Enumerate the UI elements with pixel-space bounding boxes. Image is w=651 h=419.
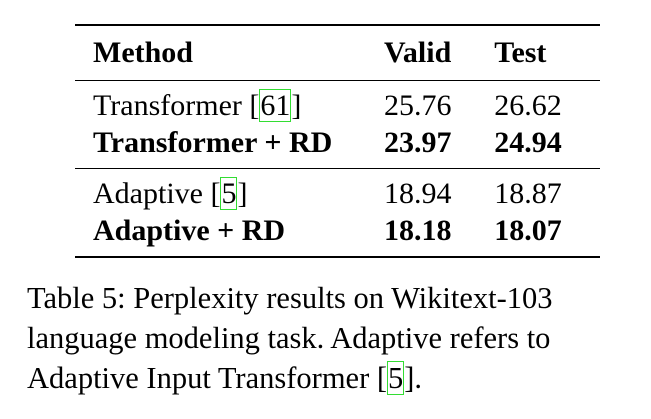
test-cell: 24.94 xyxy=(494,126,562,159)
test-cell: 18.87 xyxy=(494,177,562,210)
caption-citation-link[interactable]: 5 xyxy=(387,361,405,395)
table-header-row: Method Valid Test xyxy=(75,25,600,81)
valid-cell: 23.97 xyxy=(383,126,452,159)
table-caption: Table 5: Perplexity results on Wikitext-… xyxy=(27,278,642,398)
results-table-container: Method Valid Test Transformer [61] 25.76… xyxy=(75,24,600,258)
citation-link[interactable]: 5 xyxy=(220,177,238,210)
results-table: Method Valid Test Transformer [61] 25.76… xyxy=(75,24,600,258)
test-cell: 26.62 xyxy=(494,89,562,122)
method-cell: Adaptive [5] xyxy=(75,169,384,213)
bracket-close: ] xyxy=(291,89,302,122)
table-row-transformer: Transformer [61] 25.76 26.62 xyxy=(75,80,600,125)
caption-text-end: ]. xyxy=(404,361,423,395)
table-row-adaptive: Adaptive [5] 18.94 18.87 xyxy=(75,168,600,213)
method-label: Transformer [ xyxy=(93,89,260,122)
test-cell: 18.07 xyxy=(494,214,562,247)
method-cell: Transformer + RD xyxy=(93,126,333,159)
header-test: Test xyxy=(494,36,547,69)
method-cell: Transformer [61] xyxy=(75,81,384,125)
method-label: Adaptive [ xyxy=(93,177,221,210)
valid-cell: 25.76 xyxy=(383,89,452,122)
method-cell: Adaptive + RD xyxy=(93,214,286,247)
citation-link[interactable]: 61 xyxy=(259,89,292,122)
table-row-adaptive-rd: Adaptive + RD 18.18 18.07 xyxy=(75,212,600,257)
header-valid: Valid xyxy=(383,36,452,69)
caption-text: Table 5: Perplexity results on Wikitext-… xyxy=(27,281,553,395)
header-method: Method xyxy=(93,36,193,69)
table-row-transformer-rd: Transformer + RD 23.97 24.94 xyxy=(75,124,600,169)
bracket-close: ] xyxy=(237,177,248,210)
valid-cell: 18.94 xyxy=(383,177,452,210)
valid-cell: 18.18 xyxy=(383,214,452,247)
